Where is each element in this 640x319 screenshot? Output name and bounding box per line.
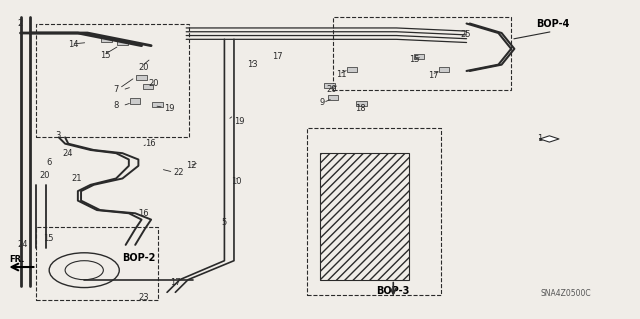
Text: BOP-2: BOP-2 xyxy=(122,253,155,263)
Bar xyxy=(152,102,163,107)
Bar xyxy=(324,83,335,88)
Bar xyxy=(36,227,157,300)
Text: 15: 15 xyxy=(409,56,420,64)
Text: BOP-3: BOP-3 xyxy=(376,286,410,296)
Bar xyxy=(130,99,140,104)
Bar xyxy=(439,67,449,72)
Bar xyxy=(328,95,338,100)
Text: 17: 17 xyxy=(272,52,283,61)
Text: 5: 5 xyxy=(221,218,227,227)
Polygon shape xyxy=(540,136,559,142)
Text: 14: 14 xyxy=(68,40,79,48)
Text: 10: 10 xyxy=(231,177,241,186)
Text: 1: 1 xyxy=(537,134,542,144)
Text: 19: 19 xyxy=(234,117,244,126)
Text: 13: 13 xyxy=(246,60,257,69)
Text: 12: 12 xyxy=(186,161,196,170)
Text: 25: 25 xyxy=(460,30,470,39)
Text: 3: 3 xyxy=(56,131,61,140)
Text: 23: 23 xyxy=(138,293,149,301)
Text: 11: 11 xyxy=(336,70,346,78)
Text: 6: 6 xyxy=(46,158,51,167)
Bar xyxy=(320,153,409,280)
Text: 16: 16 xyxy=(138,209,149,218)
Text: 15: 15 xyxy=(43,234,53,243)
Text: 8: 8 xyxy=(113,101,118,110)
Text: BOP-4: BOP-4 xyxy=(536,19,569,28)
Text: 20: 20 xyxy=(40,171,50,180)
Text: SNA4Z0500C: SNA4Z0500C xyxy=(540,289,591,298)
Text: 20: 20 xyxy=(148,79,159,88)
Bar xyxy=(356,101,367,106)
Text: 2: 2 xyxy=(17,19,22,28)
Text: 24: 24 xyxy=(17,241,28,249)
Text: 21: 21 xyxy=(72,174,82,183)
Bar xyxy=(333,17,511,90)
Text: 7: 7 xyxy=(113,85,118,94)
Bar xyxy=(136,75,147,80)
Bar xyxy=(347,67,357,72)
Text: 18: 18 xyxy=(355,104,365,113)
Text: 15: 15 xyxy=(100,51,111,60)
Bar xyxy=(36,24,189,137)
Text: 20: 20 xyxy=(138,63,149,72)
Bar xyxy=(143,84,153,89)
Bar xyxy=(117,40,127,45)
Bar xyxy=(413,54,424,59)
Text: 17: 17 xyxy=(428,71,439,80)
Text: 19: 19 xyxy=(164,104,174,113)
Text: 24: 24 xyxy=(62,149,72,158)
Text: 17: 17 xyxy=(170,278,181,287)
Text: 22: 22 xyxy=(173,168,184,177)
Text: 9: 9 xyxy=(320,98,325,107)
Text: 20: 20 xyxy=(326,85,337,94)
Text: FR.: FR. xyxy=(10,255,25,264)
Bar xyxy=(101,37,111,42)
Bar xyxy=(307,128,441,295)
Text: 16: 16 xyxy=(145,139,156,148)
